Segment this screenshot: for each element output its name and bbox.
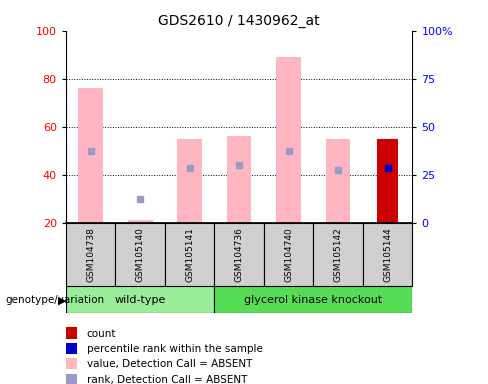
Text: genotype/variation: genotype/variation	[5, 295, 104, 305]
Bar	[66, 286, 214, 313]
Text: glycerol kinase knockout: glycerol kinase knockout	[244, 295, 383, 305]
Text: percentile rank within the sample: percentile rank within the sample	[87, 344, 263, 354]
Bar	[66, 343, 78, 354]
Text: count: count	[87, 329, 116, 339]
Text: GSM104736: GSM104736	[235, 227, 244, 282]
Text: GSM105141: GSM105141	[185, 227, 194, 282]
Bar	[276, 57, 301, 223]
Bar	[115, 223, 165, 286]
Text: ▶: ▶	[58, 295, 66, 305]
Bar	[227, 136, 251, 223]
Bar	[66, 328, 78, 339]
Text: value, Detection Call = ABSENT: value, Detection Call = ABSENT	[87, 359, 252, 369]
Bar	[66, 374, 78, 384]
Text: rank, Detection Call = ABSENT: rank, Detection Call = ABSENT	[87, 375, 247, 384]
Title: GDS2610 / 1430962_at: GDS2610 / 1430962_at	[158, 14, 320, 28]
Bar	[214, 223, 264, 286]
Bar	[214, 286, 412, 313]
Text: wild-type: wild-type	[115, 295, 166, 305]
Text: GSM104740: GSM104740	[284, 227, 293, 282]
Bar	[363, 223, 412, 286]
Bar	[66, 223, 115, 286]
Bar	[326, 139, 350, 223]
Bar	[264, 223, 313, 286]
Bar	[66, 358, 78, 369]
Text: GSM104738: GSM104738	[86, 227, 95, 282]
Bar	[78, 88, 103, 223]
Bar	[165, 223, 214, 286]
Bar	[128, 220, 153, 223]
Text: GSM105144: GSM105144	[383, 227, 392, 282]
Bar	[313, 223, 363, 286]
Bar	[177, 139, 202, 223]
Text: GSM105142: GSM105142	[334, 227, 343, 282]
Bar	[377, 139, 398, 223]
Text: GSM105140: GSM105140	[136, 227, 144, 282]
